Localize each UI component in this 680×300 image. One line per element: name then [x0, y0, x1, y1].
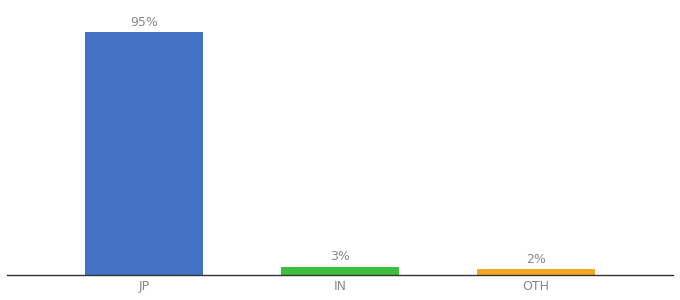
- Text: 2%: 2%: [526, 253, 546, 266]
- Text: 95%: 95%: [130, 16, 158, 28]
- Bar: [282, 267, 398, 274]
- Bar: [85, 32, 203, 274]
- Bar: [477, 269, 595, 275]
- Text: 3%: 3%: [330, 250, 350, 263]
